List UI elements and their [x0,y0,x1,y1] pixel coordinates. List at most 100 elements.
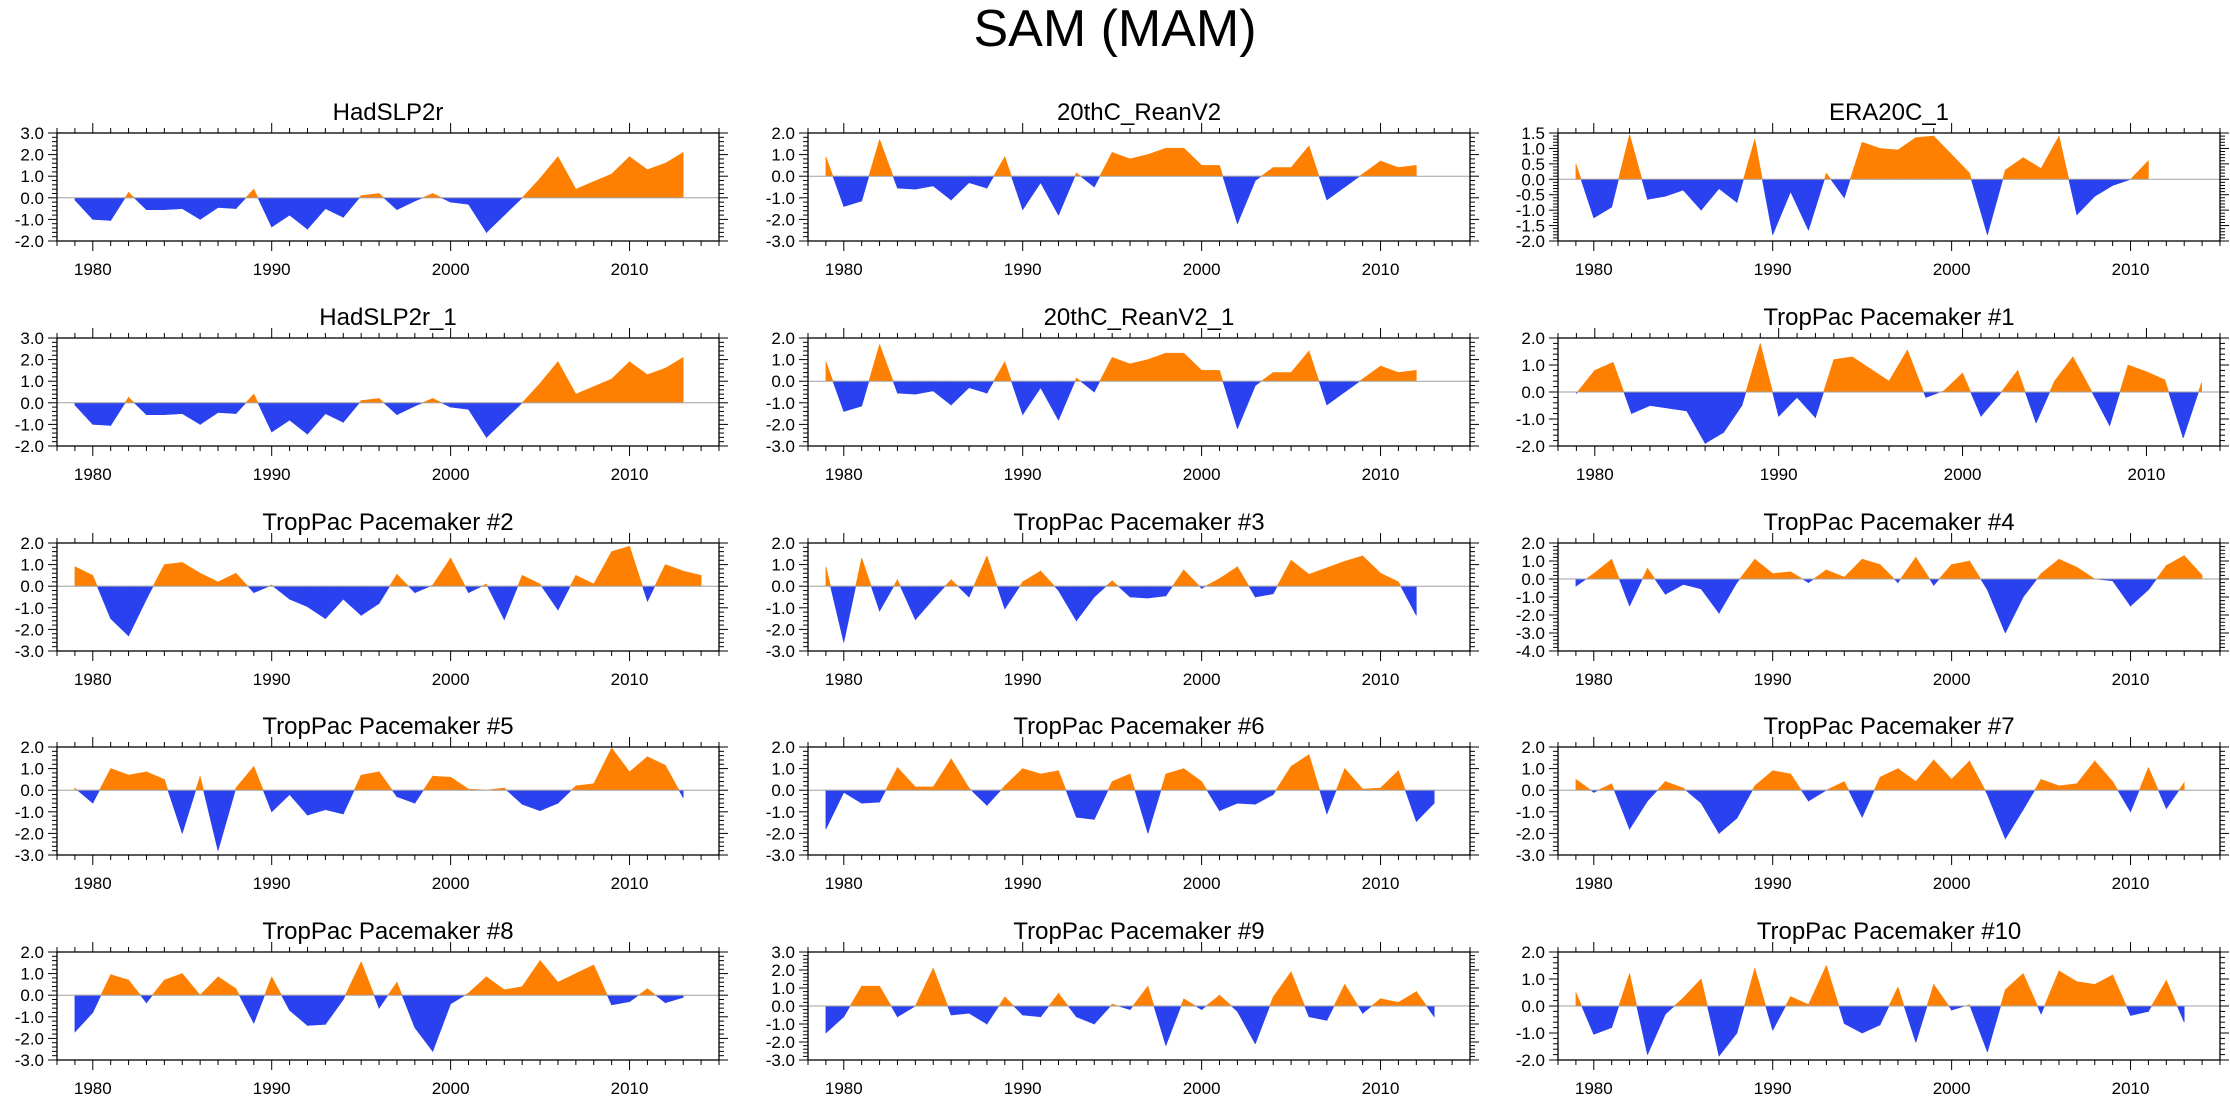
positive-area [387,981,398,996]
positive-area [879,139,894,177]
positive-area [1593,558,1612,580]
negative-area [2166,789,2180,810]
negative-area [1618,578,1630,607]
negative-area [1970,178,1988,235]
x-tick-label: 2000 [1183,260,1221,279]
negative-area [1580,178,1595,218]
negative-area [441,402,451,408]
positive-area [1915,556,1931,580]
negative-area [1093,585,1107,598]
panel-title: TropPac Pacemaker #10 [1756,918,2022,945]
positive-area [1275,765,1292,791]
x-tick-label: 1990 [1754,874,1792,893]
positive-area [199,572,219,587]
positive-area [1004,156,1012,177]
positive-area [1000,785,1006,791]
positive-area [2049,381,2055,393]
x-tick-label: 1990 [1004,874,1042,893]
positive-area [2040,558,2060,580]
negative-area [1344,380,1361,393]
y-tick-label: 3.0 [20,124,44,143]
positive-area [1933,135,1952,180]
negative-area [164,402,183,415]
positive-area [1575,163,1582,180]
positive-area [2000,369,2019,393]
positive-area [1183,147,1202,177]
y-tick-label: 2.0 [20,943,44,962]
negative-area [1647,178,1666,200]
positive-area [1040,570,1056,587]
negative-area [861,380,870,407]
positive-area [682,570,702,587]
positive-area [1772,571,1791,580]
negative-area [450,402,469,410]
negative-area [414,994,434,1053]
x-tick-label: 1980 [825,1079,863,1098]
positive-area [486,976,505,996]
panel-chart: -4.0-3.0-2.0-1.00.01.02.0 1980 1990 2000 201… [1516,533,2229,689]
x-tick-label: 1990 [253,1079,291,1098]
negative-area [1153,1005,1167,1046]
panel-title: TropPac Pacemaker #7 [1763,713,2015,740]
negative-area [642,585,648,602]
positive-area [1700,978,1708,1007]
negative-area [407,585,416,594]
negative-area [2091,391,2110,426]
panel-chart: -3.0 -2.0 -1.0 0.0 1.0 2.0 1980 1990 2000 2010 [766,533,1479,689]
positive-area [1105,580,1113,587]
positive-area [2036,572,2042,580]
negative-area [181,789,197,834]
positive-area [151,979,165,996]
x-tick-label: 2010 [2112,874,2150,893]
negative-area [1613,789,1630,830]
negative-area [2037,1005,2042,1015]
negative-area [1404,789,1417,822]
y-tick-label: -1.0 [15,599,44,618]
negative-area [1925,391,1941,398]
x-tick-label: 1980 [74,260,112,279]
positive-area [199,976,219,996]
positive-area [868,139,880,177]
negative-area [486,402,505,439]
negative-area [1165,585,1174,597]
negative-area [861,789,880,804]
positive-area [1938,563,1952,580]
negative-area [1326,789,1337,815]
y-tick-label: 0.0 [771,372,795,391]
negative-area [325,994,344,1026]
positive-area [647,162,666,199]
positive-area [1048,992,1059,1007]
negative-area [1065,789,1077,818]
positive-area [1165,352,1185,382]
positive-area [629,756,648,791]
negative-area [487,585,505,620]
positive-area [539,155,559,199]
positive-area [1826,965,1840,1007]
positive-area [2058,970,2078,1007]
negative-area [968,175,988,189]
y-tick-label: 0.0 [771,997,795,1016]
y-tick-label: 0.0 [771,167,795,186]
positive-area [1888,986,1899,1007]
negative-area [1682,578,1702,590]
y-tick-label: -3.0 [766,642,795,661]
negative-area [1194,1005,1202,1011]
positive-area [1594,361,1614,393]
positive-area [396,982,403,996]
negative-area [325,197,344,218]
positive-area [124,191,129,199]
positive-area [1785,996,1791,1007]
negative-area [307,789,326,816]
positive-area [539,360,559,404]
positive-area [422,398,434,404]
positive-area [1808,965,1827,1007]
y-tick-label: -1.0 [1516,588,1545,607]
negative-area [92,402,111,426]
positive-area [264,976,273,996]
positive-area [1180,998,1185,1007]
negative-area [217,197,237,209]
panel-title: TropPac Pacemaker #5 [262,713,514,740]
y-tick-label: 1.0 [1521,760,1545,779]
negative-area [199,402,219,425]
